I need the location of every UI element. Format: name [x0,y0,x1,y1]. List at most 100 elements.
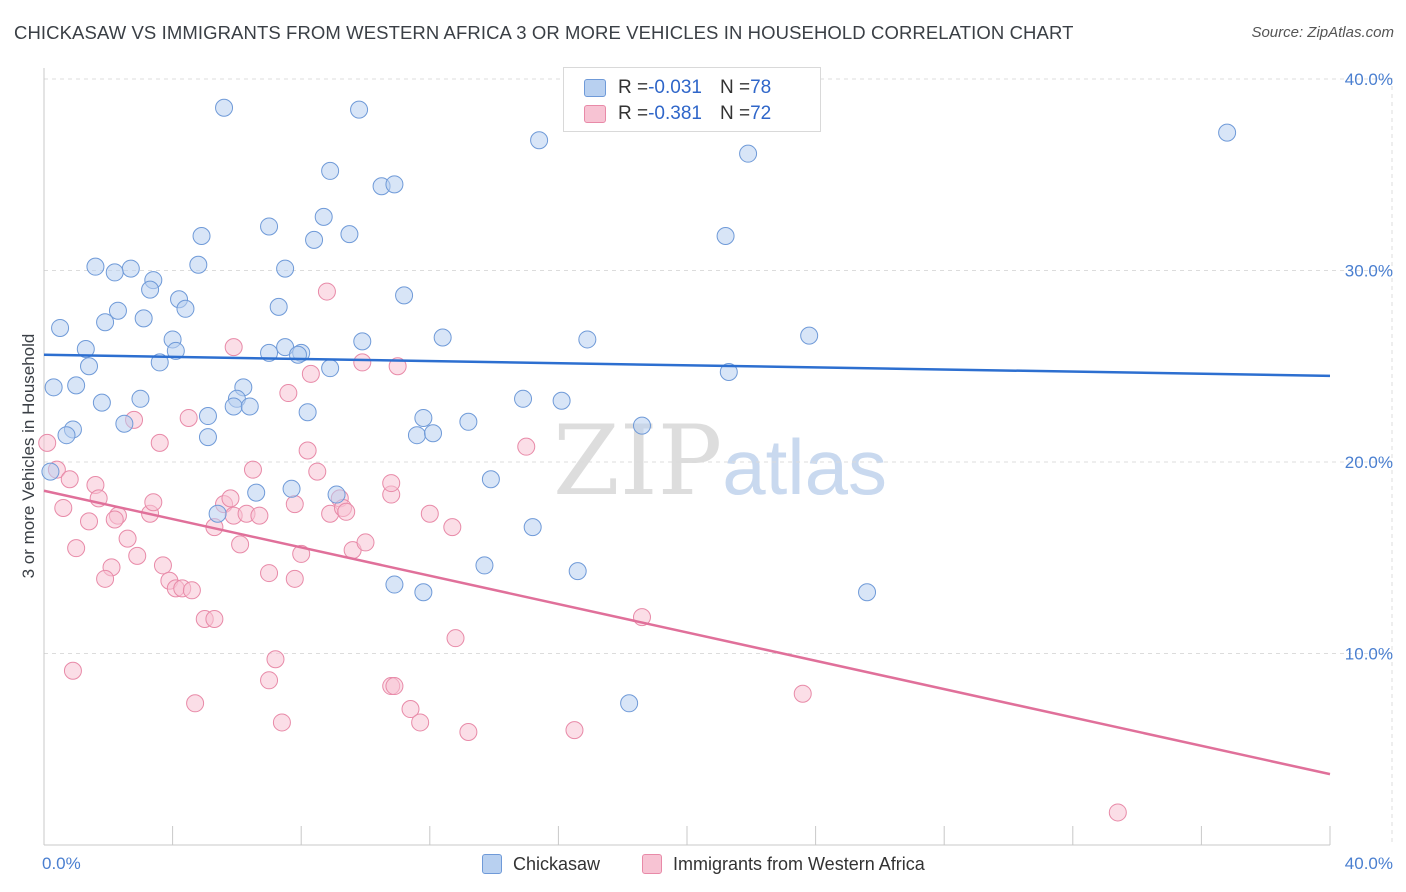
chickasaw-point [414,583,433,602]
legend-r-value: -0.381 [648,103,702,124]
y-tick-label: 10.0% [1345,645,1393,664]
legend-n-label: N = [719,103,751,124]
immigrants-western-africa-point [1108,803,1127,822]
chickasaw-point [276,259,295,278]
immigrants-trend-line [43,489,1331,776]
legend-r-label: R = [618,103,649,124]
chickasaw-point [523,518,542,537]
immigrants-western-africa-point [186,694,205,713]
chickasaw-point [115,414,134,433]
immigrants-western-africa-point [279,384,298,403]
immigrants-western-africa-point [565,721,584,740]
immigrants-western-africa-point [153,556,172,575]
chickasaw-point [321,359,340,378]
legend-n-label: N = [719,77,751,98]
chickasaw-point [92,393,111,412]
immigrants-western-africa-point [382,474,401,493]
legend-swatch-chickasaw [584,79,606,97]
legend-row-immigrants: R = -0.381 N = 72 [584,101,771,127]
y-tick-label: 40.0% [1345,70,1393,89]
chickasaw-point [150,353,169,372]
immigrants-western-africa-point [182,581,201,600]
chickasaw-point [44,378,63,397]
axes [43,68,1331,846]
immigrants-western-africa-point [337,502,356,521]
chickasaw-point [385,175,404,194]
chickasaw-point [108,301,127,320]
chickasaw-point [800,326,819,345]
chickasaw-point [414,408,433,427]
chickasaw-point [166,341,185,360]
immigrants-western-africa-point [150,433,169,452]
immigrants-western-africa-point [231,535,250,554]
immigrants-western-africa-point [411,713,430,732]
immigrants-western-africa-point [96,569,115,588]
legend-n-value: 78 [750,77,772,98]
immigrants-western-africa-point [420,504,439,523]
chickasaw-point [305,230,324,249]
chickasaw-trend-line [43,353,1331,378]
x-tick-label: 0.0% [42,854,81,873]
chickasaw-point [350,100,369,119]
chickasaw-point [288,345,307,364]
chickasaw-point [716,227,735,246]
immigrants-western-africa-point [285,495,304,514]
chickasaw-point [131,389,150,408]
chickasaw-point [620,694,639,713]
legend-swatch-immigrants [642,854,662,874]
immigrants-western-africa-point [793,684,812,703]
chickasaw-point [141,280,160,299]
chickasaw-point [568,562,587,581]
chickasaw-point [208,504,227,523]
chickasaw-point [632,416,651,435]
chickasaw-point [340,225,359,244]
source-attribution: Source: ZipAtlas.com [1251,24,1394,41]
chickasaw-point [433,328,452,347]
immigrants-western-africa-point [205,610,224,629]
immigrants-western-africa-point [356,533,375,552]
chickasaw-point [1218,123,1237,142]
chickasaw-point [407,426,426,445]
chickasaw-point [260,217,279,236]
chickasaw-point [282,479,301,498]
immigrants-western-africa-point [292,544,311,563]
chickasaw-point [739,144,758,163]
chickasaw-point [481,470,500,489]
immigrants-western-africa-point [221,489,240,508]
chickasaw-point [105,263,124,282]
watermark-atlas: atlas [722,423,887,511]
legend-label-immigrants: Immigrants from Western Africa [673,853,925,874]
immigrants-western-africa-point [250,506,269,525]
chart-title: CHICKASAW VS IMMIGRANTS FROM WESTERN AFR… [14,22,1074,43]
chickasaw-point [719,362,738,381]
immigrants-western-africa-point [179,408,198,427]
chickasaw-point [459,412,478,431]
chickasaw-point [134,309,153,328]
immigrants-western-africa-point [308,462,327,481]
immigrants-western-africa-points [38,282,1127,822]
chickasaw-point [475,556,494,575]
immigrants-western-africa-point [317,282,336,301]
chickasaw-point [224,397,243,416]
legend-label-chickasaw: Chickasaw [513,853,601,874]
chickasaw-point [86,257,105,276]
correlation-legend: R = -0.031 N = 78 R = -0.381 N = 72 [563,67,821,132]
immigrants-western-africa-point [260,564,279,583]
immigrants-western-africa-point [388,357,407,376]
legend-n-value: 72 [750,103,772,124]
chickasaw-point [424,424,443,443]
immigrants-western-africa-point [301,364,320,383]
trend-lines [43,353,1331,776]
immigrants-western-africa-point [285,569,304,588]
immigrants-western-africa-point [401,700,420,719]
x-tick-label: 40.0% [1345,854,1393,873]
immigrants-western-africa-point [446,629,465,648]
chickasaw-point [198,428,217,447]
immigrants-western-africa-point [224,338,243,357]
immigrants-western-africa-point [38,433,57,452]
immigrants-western-africa-point [105,510,124,529]
legend-r-value: -0.031 [648,77,702,98]
chickasaw-point [395,286,414,305]
chickasaw-point [247,483,266,502]
